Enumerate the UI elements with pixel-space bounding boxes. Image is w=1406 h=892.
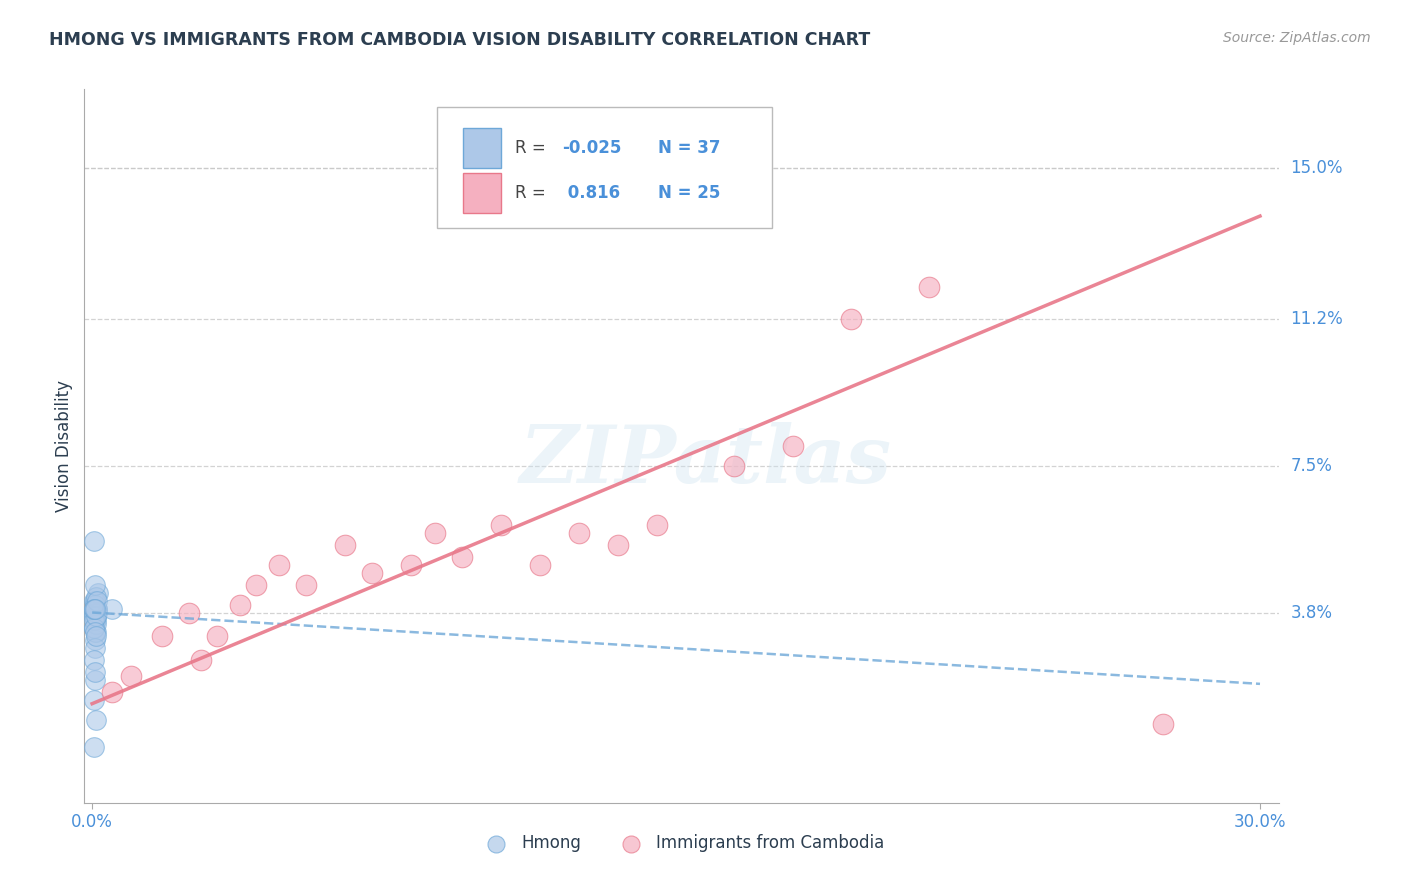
Point <box>84 629 107 643</box>
Text: Source: ZipAtlas.com: Source: ZipAtlas.com <box>1223 31 1371 45</box>
Point <box>83 593 105 607</box>
FancyBboxPatch shape <box>463 128 502 168</box>
Point <box>83 653 105 667</box>
Point <box>83 673 105 687</box>
Point <box>83 609 105 624</box>
Point <box>918 280 941 294</box>
Point <box>606 538 628 552</box>
Point <box>86 601 108 615</box>
Point <box>1152 716 1174 731</box>
Point <box>84 641 107 656</box>
Text: 0.816: 0.816 <box>562 184 620 202</box>
Text: HMONG VS IMMIGRANTS FROM CAMBODIA VISION DISABILITY CORRELATION CHART: HMONG VS IMMIGRANTS FROM CAMBODIA VISION… <box>49 31 870 49</box>
Point <box>87 585 110 599</box>
Point <box>84 601 107 615</box>
Point <box>84 609 107 624</box>
Point <box>179 606 201 620</box>
Point <box>84 625 107 640</box>
Text: R =: R = <box>515 184 551 202</box>
Text: N = 25: N = 25 <box>658 184 720 202</box>
Y-axis label: Vision Disability: Vision Disability <box>55 380 73 512</box>
Point <box>245 578 267 592</box>
Point <box>120 669 142 683</box>
Point <box>839 312 862 326</box>
Point <box>190 653 212 667</box>
Point <box>84 609 107 624</box>
Point <box>529 558 551 572</box>
Point <box>361 566 384 580</box>
Point <box>84 614 107 628</box>
Point <box>83 534 105 549</box>
Text: 3.8%: 3.8% <box>1291 604 1333 622</box>
Point <box>83 601 105 615</box>
Text: R =: R = <box>515 139 551 157</box>
Point <box>489 518 512 533</box>
Point <box>86 606 108 620</box>
Point <box>205 629 228 643</box>
Text: N = 37: N = 37 <box>658 139 720 157</box>
Point <box>84 665 107 679</box>
Point <box>84 614 107 628</box>
Point <box>782 439 804 453</box>
Point <box>150 629 173 643</box>
Point <box>83 593 105 607</box>
Point <box>267 558 290 572</box>
Point <box>84 601 107 615</box>
Point <box>83 692 105 706</box>
Point <box>451 549 474 564</box>
Point <box>83 614 105 628</box>
Text: 15.0%: 15.0% <box>1291 160 1343 178</box>
Point <box>84 590 107 604</box>
Point <box>423 526 446 541</box>
Point <box>295 578 318 592</box>
Point <box>83 578 105 592</box>
Text: -0.025: -0.025 <box>562 139 621 157</box>
Point <box>83 621 105 635</box>
Point <box>84 617 107 632</box>
Point <box>723 458 745 473</box>
Point <box>84 633 107 648</box>
Point <box>83 606 105 620</box>
Text: ZIPatlas: ZIPatlas <box>520 422 891 499</box>
Point <box>86 593 108 607</box>
Point <box>229 598 252 612</box>
Point <box>84 625 107 640</box>
FancyBboxPatch shape <box>463 173 502 212</box>
Point <box>335 538 357 552</box>
Text: 11.2%: 11.2% <box>1291 310 1343 328</box>
Point <box>83 621 105 635</box>
Point <box>645 518 668 533</box>
FancyBboxPatch shape <box>437 107 772 228</box>
Point <box>84 598 107 612</box>
Point <box>100 685 122 699</box>
Point <box>84 713 107 727</box>
Point <box>83 601 105 615</box>
Point <box>100 601 122 615</box>
Text: 7.5%: 7.5% <box>1291 457 1333 475</box>
Point <box>86 601 108 615</box>
Point <box>568 526 591 541</box>
Point <box>401 558 423 572</box>
Legend: Hmong, Immigrants from Cambodia: Hmong, Immigrants from Cambodia <box>472 828 891 859</box>
Point <box>83 740 105 755</box>
